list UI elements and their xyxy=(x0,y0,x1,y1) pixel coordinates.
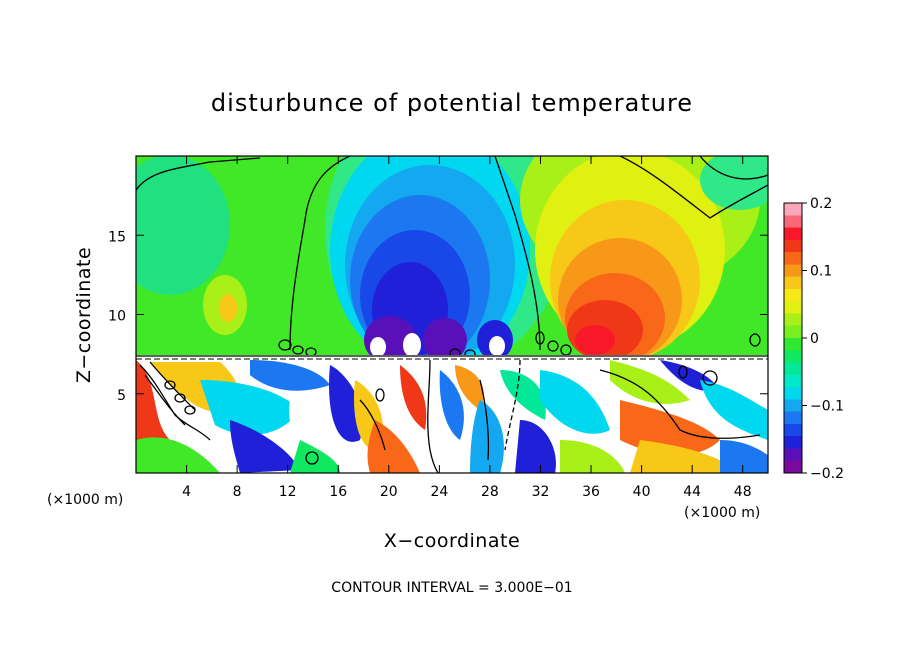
x-unit-label-right: (×1000 m) xyxy=(684,505,760,521)
colorbar-tick-label: −0.2 xyxy=(810,466,844,482)
contour-ring xyxy=(375,388,385,402)
field-blob xyxy=(219,294,237,322)
field-blob xyxy=(455,365,484,410)
contour-ring xyxy=(678,365,688,379)
contour-ring xyxy=(547,340,559,352)
y-axis-label: Z−coordinate xyxy=(73,247,95,383)
y-axis: 5 10 15 xyxy=(108,229,768,404)
colorbar-tick-label: 0 xyxy=(810,331,819,347)
contour-line xyxy=(427,359,439,473)
field-blob xyxy=(560,440,625,473)
x-tick-label: 16 xyxy=(329,484,347,500)
field-blob xyxy=(250,360,330,391)
chart-title: disturbunce of potential temperature xyxy=(211,89,693,117)
colorbar-tick-label: −0.1 xyxy=(810,399,844,415)
field-blob xyxy=(423,318,467,362)
contour-line xyxy=(289,156,351,351)
y-tick-label: 15 xyxy=(108,229,126,245)
contour-line xyxy=(479,379,490,461)
contour-ring xyxy=(292,345,304,355)
x-tick-label: 48 xyxy=(734,484,752,500)
field-blob xyxy=(610,360,690,404)
field-blob xyxy=(200,380,300,435)
x-tick-label: 20 xyxy=(380,484,398,500)
field-blob xyxy=(630,440,740,473)
field-blob xyxy=(489,336,505,356)
contour-line xyxy=(136,157,261,191)
x-tick-label: 12 xyxy=(279,484,297,500)
colorbar-tick-label: 0.1 xyxy=(810,264,832,280)
x-axis-label: X−coordinate xyxy=(384,530,520,552)
x-tick-label: 40 xyxy=(633,484,651,500)
field-blob xyxy=(700,156,768,210)
x-tick-label: 28 xyxy=(481,484,499,500)
x-tick-label: 32 xyxy=(532,484,550,500)
contour-ring xyxy=(184,405,196,415)
x-tick-label: 4 xyxy=(182,484,191,500)
interface-band xyxy=(136,355,768,360)
contour-ring xyxy=(278,339,292,351)
x-axis: 4 8 12 16 20 24 28 32 36 40 44 48 xyxy=(182,156,752,500)
field-blob xyxy=(136,156,230,295)
field-blob xyxy=(700,380,768,440)
contour-line xyxy=(504,359,521,451)
contour-lines xyxy=(136,156,768,473)
field-blob xyxy=(403,333,421,357)
field-blob xyxy=(500,370,546,420)
contour-ring xyxy=(164,380,176,390)
x-tick-label: 44 xyxy=(683,484,701,500)
field-blob xyxy=(329,365,363,442)
contour-ring xyxy=(749,333,761,347)
contour-line xyxy=(359,399,386,451)
contour-line xyxy=(494,156,541,351)
contour-line xyxy=(699,156,768,180)
contour-line xyxy=(619,156,768,219)
field-blob xyxy=(720,440,768,473)
field-blob xyxy=(575,325,615,355)
contour-ring xyxy=(174,393,186,403)
heatmap-field xyxy=(136,156,768,473)
contour-ring xyxy=(305,451,319,465)
x-tick-label: 36 xyxy=(582,484,600,500)
field-blob xyxy=(400,365,427,430)
contour-line xyxy=(599,369,761,439)
field-blob xyxy=(470,400,504,473)
contour-ring xyxy=(535,331,545,345)
y-tick-label: 5 xyxy=(117,388,126,404)
field-blob xyxy=(136,437,220,473)
field-blob xyxy=(515,420,556,473)
colorbar-ticks: 0.2 0.1 0 −0.1 −0.2 xyxy=(802,196,844,482)
x-unit-label-left: (×1000 m) xyxy=(47,492,123,508)
field-blob xyxy=(289,400,323,441)
field-blob xyxy=(540,370,610,434)
contour-line xyxy=(144,374,186,426)
contour-interval-label: CONTOUR INTERVAL = 3.000E−01 xyxy=(331,580,572,596)
field-blob xyxy=(367,420,420,473)
field-blob xyxy=(370,337,386,357)
field-blob xyxy=(230,420,300,473)
colorbar-strip xyxy=(784,203,802,473)
colorbar-tick-label: 0.2 xyxy=(810,196,832,212)
y-tick-label: 10 xyxy=(108,309,126,325)
field-blob xyxy=(290,440,340,473)
x-tick-label: 8 xyxy=(233,484,242,500)
x-tick-label: 24 xyxy=(430,484,448,500)
colorbar: 0.2 0.1 0 −0.1 −0.2 xyxy=(783,196,844,482)
contour-ring xyxy=(702,370,718,386)
field-blob xyxy=(439,370,464,440)
